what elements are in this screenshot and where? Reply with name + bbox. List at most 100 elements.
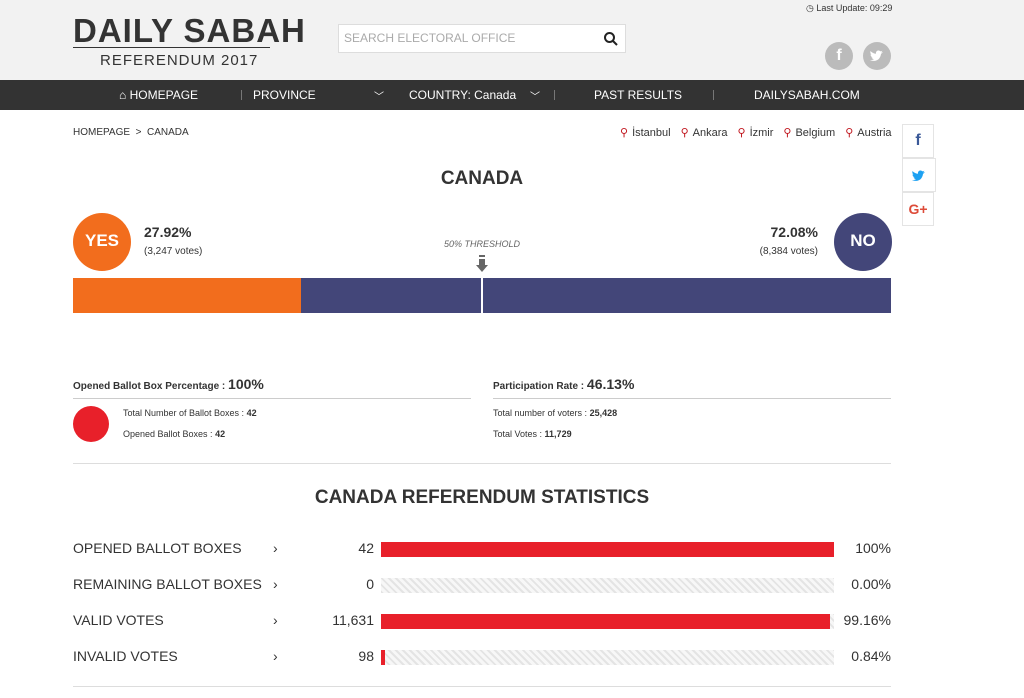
chevron: › (273, 648, 278, 664)
stat-percent: 99.16% (843, 612, 891, 628)
ballot-item: Opened Ballot Boxes : 42 (123, 429, 225, 439)
nav-bar: ⌂ HOMEPAGE PROVINCE ﹀ COUNTRY: Canada ﹀ … (0, 80, 1024, 110)
participation-title: Participation Rate : 46.13% (493, 376, 634, 392)
quick-link[interactable]: ⚲ İzmir (738, 127, 774, 139)
stat-percent: 0.84% (851, 648, 891, 664)
item-value: 25,428 (589, 408, 618, 418)
item-value: 11,729 (544, 429, 572, 439)
item-label: Total Votes : (493, 429, 543, 439)
stat-track (381, 650, 834, 665)
quick-link[interactable]: ⚲ Austria (845, 127, 891, 139)
divider (73, 686, 891, 687)
no-votes: (8,384 votes) (759, 246, 818, 257)
yes-bar (73, 278, 302, 313)
yes-badge: YES (73, 213, 131, 271)
share-twitter[interactable] (902, 158, 936, 192)
item-value: 42 (215, 429, 226, 439)
logo-rule (73, 47, 270, 48)
stat-label[interactable]: VALID VOTES (73, 612, 164, 628)
search-placeholder: SEARCH ELECTORAL OFFICE (344, 31, 516, 45)
nav-text[interactable]: HOMEPAGE (129, 88, 199, 102)
chevron: › (273, 540, 278, 556)
logo-subtitle: REFERENDUM 2017 (100, 52, 259, 69)
divider (73, 398, 471, 399)
stats-title: CANADA REFERENDUM STATISTICS (314, 487, 650, 508)
quick-link[interactable]: ⚲ Belgium (783, 127, 835, 139)
divider (73, 463, 891, 464)
nav-item[interactable]: COUNTRY: Canada (409, 88, 517, 102)
stat-label[interactable]: INVALID VOTES (73, 648, 178, 664)
facebook-header[interactable]: f (825, 42, 853, 70)
quick-link[interactable]: ⚲ Ankara (681, 127, 728, 139)
participation-item: Total number of voters : 25,428 (493, 408, 617, 418)
stat-track (381, 578, 834, 593)
stat-count: 0 (366, 576, 374, 592)
stat-percent: 0.00% (851, 576, 891, 592)
pin-icon: ⚲ (737, 127, 746, 139)
threshold-line (481, 278, 483, 313)
chevron: › (273, 612, 278, 628)
nav-separator (713, 90, 714, 100)
chevron: ﹀ (530, 92, 540, 103)
quick-link-text[interactable]: Austria (857, 127, 892, 139)
pin-icon: ⚲ (783, 127, 792, 139)
no-badge: NO (834, 213, 892, 271)
stat-label[interactable]: OPENED BALLOT BOXES (73, 540, 242, 556)
item-value: 42 (246, 408, 257, 418)
stat-count: 11,631 (332, 612, 374, 628)
last-update: ◷ Last Update: 09:29 (806, 3, 893, 13)
stat-bar (381, 650, 385, 665)
twitter-header[interactable] (863, 42, 891, 70)
nav-item[interactable]: ⌂ HOMEPAGE (119, 88, 199, 102)
ballot-title-text: Opened Ballot Box Percentage : (73, 381, 226, 392)
quick-link-text[interactable]: İzmir (749, 127, 774, 139)
ballot-percent: 100% (228, 376, 264, 392)
yes-votes: (3,247 votes) (144, 246, 203, 257)
crumb[interactable]: HOMEPAGE (73, 127, 131, 138)
participation-item: Total Votes : 11,729 (493, 429, 572, 439)
threshold-label: 50% THRESHOLD (443, 239, 521, 249)
share-google[interactable]: G+ (902, 192, 934, 226)
item-label: Total number of voters : (493, 408, 588, 418)
nav-item[interactable]: DAILYSABAH.COM (754, 88, 860, 102)
pin-icon: ⚲ (845, 127, 854, 139)
share-facebook[interactable]: f (902, 124, 934, 158)
stat-bar (381, 542, 834, 557)
logo-title[interactable]: DAILY SABAH (73, 12, 306, 49)
divider (493, 398, 891, 399)
stat-count: 98 (358, 648, 374, 664)
quick-link-text[interactable]: İstanbul (632, 127, 671, 139)
item-label: Opened Ballot Boxes : (123, 429, 213, 439)
search-icon[interactable] (603, 31, 619, 47)
stat-bar (381, 614, 831, 629)
ballot-pie (73, 406, 109, 442)
participation-percent: 46.13% (586, 376, 635, 392)
stat-label[interactable]: REMAINING BALLOT BOXES (73, 576, 262, 592)
item-label: Total Number of Ballot Boxes : (123, 408, 245, 418)
quick-link-text[interactable]: Ankara (692, 127, 728, 139)
quick-link[interactable]: ⚲ İstanbul (620, 127, 671, 139)
ballot-item: Total Number of Ballot Boxes : 42 (123, 408, 257, 418)
nav-item[interactable]: PAST RESULTS (594, 88, 683, 102)
search-box[interactable] (338, 24, 626, 53)
stat-count: 42 (358, 540, 374, 556)
no-bar (301, 278, 891, 313)
ballot-title: Opened Ballot Box Percentage : 100% (73, 376, 264, 392)
page-title: CANADA (440, 168, 524, 189)
pin-icon: ⚲ (620, 127, 629, 139)
stat-percent: 100% (855, 540, 891, 556)
no-percent: 72.08% (770, 224, 818, 240)
chevron: ﹀ (374, 92, 384, 103)
result-bar (73, 278, 891, 313)
crumb: CANADA (147, 127, 189, 138)
quick-link-text[interactable]: Belgium (795, 127, 836, 139)
pin-icon: ⚲ (680, 127, 689, 139)
quick-links: ⚲ İstanbul ⚲ Ankara ⚲ İzmir ⚲ Belgium ⚲ Austria (620, 126, 902, 139)
nav-separator (554, 90, 555, 100)
breadcrumb: HOMEPAGE > CANADA (73, 127, 189, 138)
nav-separator (241, 90, 242, 100)
participation-title-text: Participation Rate : (493, 381, 585, 392)
threshold-arrow (476, 255, 488, 272)
nav-item[interactable]: PROVINCE (253, 88, 316, 102)
